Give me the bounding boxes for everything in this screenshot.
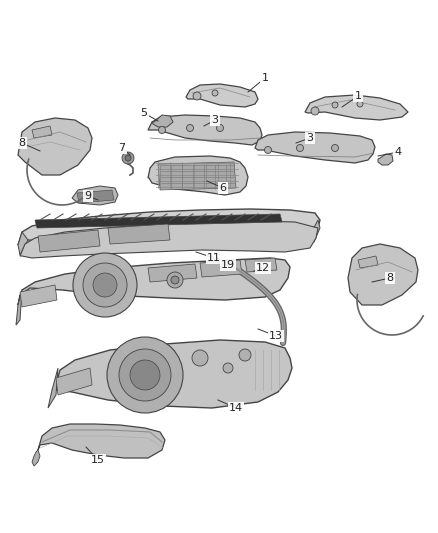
Polygon shape bbox=[158, 162, 236, 190]
Circle shape bbox=[125, 155, 131, 161]
Circle shape bbox=[265, 147, 272, 154]
Polygon shape bbox=[77, 190, 114, 203]
Polygon shape bbox=[35, 214, 282, 228]
Circle shape bbox=[187, 125, 194, 132]
Circle shape bbox=[332, 102, 338, 108]
Circle shape bbox=[83, 263, 127, 307]
Circle shape bbox=[311, 107, 319, 115]
Text: 19: 19 bbox=[221, 260, 235, 270]
Polygon shape bbox=[348, 244, 418, 305]
Text: 1: 1 bbox=[354, 91, 361, 101]
Circle shape bbox=[357, 101, 363, 107]
Circle shape bbox=[297, 144, 304, 151]
Polygon shape bbox=[148, 156, 248, 195]
Polygon shape bbox=[16, 290, 22, 325]
Text: 15: 15 bbox=[91, 455, 105, 465]
Text: 14: 14 bbox=[229, 403, 243, 413]
Circle shape bbox=[167, 272, 183, 288]
Circle shape bbox=[215, 261, 220, 265]
Circle shape bbox=[223, 363, 233, 373]
Text: 13: 13 bbox=[269, 331, 283, 341]
Text: 12: 12 bbox=[256, 263, 270, 273]
Polygon shape bbox=[48, 368, 58, 408]
Text: 4: 4 bbox=[395, 147, 402, 157]
Text: 6: 6 bbox=[219, 183, 226, 193]
Circle shape bbox=[332, 144, 339, 151]
Circle shape bbox=[93, 273, 117, 297]
Circle shape bbox=[107, 337, 183, 413]
Polygon shape bbox=[38, 230, 100, 252]
Text: 1: 1 bbox=[261, 73, 268, 83]
Text: 8: 8 bbox=[386, 273, 394, 283]
Polygon shape bbox=[310, 220, 320, 242]
Polygon shape bbox=[18, 118, 92, 175]
Polygon shape bbox=[72, 186, 118, 205]
Text: 11: 11 bbox=[207, 253, 221, 263]
Polygon shape bbox=[255, 132, 375, 163]
Circle shape bbox=[216, 125, 223, 132]
Polygon shape bbox=[108, 224, 170, 244]
Polygon shape bbox=[20, 221, 318, 258]
Text: 3: 3 bbox=[307, 133, 314, 143]
Circle shape bbox=[212, 90, 218, 96]
Circle shape bbox=[73, 253, 137, 317]
Polygon shape bbox=[148, 264, 197, 282]
Circle shape bbox=[171, 276, 179, 284]
Polygon shape bbox=[245, 258, 277, 272]
Polygon shape bbox=[32, 450, 40, 466]
Circle shape bbox=[122, 152, 134, 164]
Circle shape bbox=[192, 350, 208, 366]
Polygon shape bbox=[52, 340, 292, 408]
Circle shape bbox=[213, 258, 223, 268]
Polygon shape bbox=[18, 232, 28, 255]
Text: 8: 8 bbox=[18, 138, 25, 148]
Polygon shape bbox=[148, 115, 262, 145]
Circle shape bbox=[119, 349, 171, 401]
Text: 5: 5 bbox=[141, 108, 148, 118]
Polygon shape bbox=[358, 256, 378, 268]
Text: 9: 9 bbox=[85, 191, 92, 201]
Polygon shape bbox=[18, 258, 290, 305]
Polygon shape bbox=[152, 115, 173, 127]
Polygon shape bbox=[200, 260, 242, 277]
Polygon shape bbox=[18, 209, 320, 245]
Polygon shape bbox=[378, 154, 393, 165]
Polygon shape bbox=[305, 95, 408, 120]
Text: 7: 7 bbox=[118, 143, 126, 153]
Circle shape bbox=[130, 360, 160, 390]
Text: 3: 3 bbox=[212, 115, 219, 125]
Polygon shape bbox=[38, 424, 165, 458]
Polygon shape bbox=[32, 126, 52, 138]
Circle shape bbox=[239, 349, 251, 361]
Circle shape bbox=[193, 92, 201, 100]
Circle shape bbox=[159, 126, 166, 133]
Polygon shape bbox=[186, 84, 258, 107]
Polygon shape bbox=[56, 368, 92, 395]
Polygon shape bbox=[20, 285, 57, 307]
